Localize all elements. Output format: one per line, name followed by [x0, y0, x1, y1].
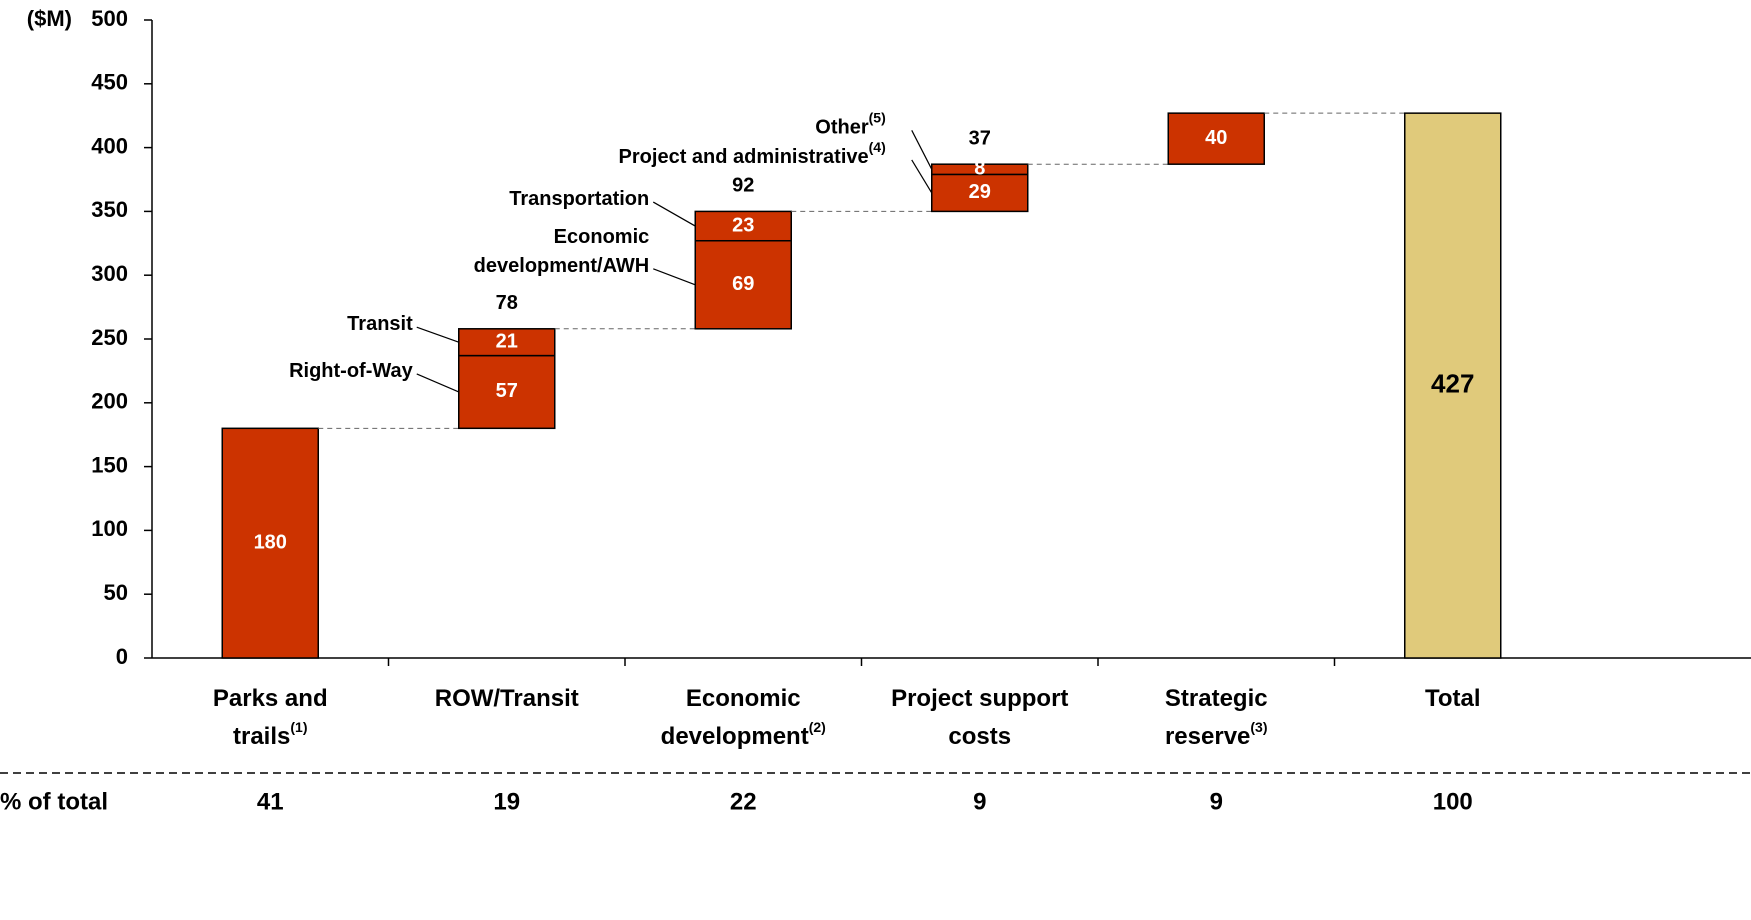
x-tick-label: costs — [948, 723, 1011, 750]
share-value: 41 — [257, 788, 284, 815]
segment-name-line: Other — [815, 117, 869, 139]
segment-name-line: Project and administrative — [619, 146, 869, 168]
segment-value: 69 — [732, 273, 754, 295]
x-tick-label: Total — [1425, 685, 1481, 712]
segment-value: 23 — [732, 214, 754, 236]
x-tick-label-line: costs — [948, 723, 1011, 750]
segment-name-line: Economic — [554, 226, 650, 248]
leader — [653, 268, 696, 286]
share-value: 100 — [1433, 788, 1473, 815]
segment-value: 40 — [1205, 127, 1227, 149]
y-tick-label: 100 — [91, 516, 128, 541]
x-tick-label-line: development — [661, 723, 809, 750]
x-tick-label-line: Economic — [686, 685, 801, 712]
bar-segment — [221, 427, 319, 659]
total-bar — [1404, 112, 1502, 659]
leader — [652, 201, 696, 227]
y-tick-label: 50 — [104, 580, 128, 605]
segment-value: 57 — [496, 380, 518, 402]
segment-value: 8 — [974, 158, 985, 180]
y-tick-label: 500 — [91, 6, 128, 31]
segment-name-line: Right-of-Way — [289, 360, 414, 382]
segment-name: Project and administrative(4) — [619, 139, 886, 169]
x-tick-label: Economic — [686, 685, 801, 712]
share-value: 9 — [1210, 788, 1223, 815]
y-tick-label: 200 — [91, 389, 128, 414]
step-total: 92 — [732, 175, 754, 197]
footnote: (4) — [869, 139, 886, 155]
x-tick-label: Project support — [891, 685, 1068, 712]
y-tick-label: 250 — [91, 325, 128, 350]
x-tick-label: trails(1) — [233, 719, 308, 751]
segment-value: 29 — [969, 181, 991, 203]
x-tick-label-line: Strategic — [1165, 685, 1268, 712]
leader — [416, 326, 459, 343]
footnote: (1) — [290, 719, 307, 735]
share-value: 9 — [973, 788, 986, 815]
segment-value: 180 — [254, 531, 287, 553]
y-tick-label: 150 — [91, 452, 128, 477]
y-tick-label: 300 — [91, 261, 128, 286]
x-tick-label: ROW/Transit — [435, 685, 579, 712]
x-tick-label-line: ROW/Transit — [435, 685, 579, 712]
step-total: 37 — [969, 127, 991, 149]
x-tick-label-line: reserve — [1165, 723, 1250, 750]
bar-segment — [1167, 112, 1265, 165]
footnote: (5) — [869, 109, 886, 125]
segment-name: Other(5) — [815, 109, 885, 139]
y-tick-label: 400 — [91, 133, 128, 158]
x-tick-label-line: Total — [1425, 685, 1481, 712]
share-value: 19 — [493, 788, 520, 815]
step-total: 78 — [496, 292, 518, 314]
leader — [911, 159, 933, 194]
segment-name: Transit — [347, 313, 413, 335]
share-label: % of total — [0, 788, 108, 815]
segment-name-line: development/AWH — [474, 255, 650, 277]
y-axis-label: ($M) — [27, 6, 72, 31]
segment-name: Transportation — [509, 188, 649, 210]
segment-name-line: Transportation — [509, 188, 649, 210]
segment-name-line: Transit — [347, 313, 413, 335]
segment-value: 427 — [1431, 368, 1474, 398]
y-tick-label: 350 — [91, 197, 128, 222]
x-tick-label: Parks and — [213, 685, 328, 712]
segment-value: 21 — [496, 330, 518, 352]
x-tick-label: reserve(3) — [1165, 719, 1268, 751]
share-value: 22 — [730, 788, 757, 815]
x-tick-label: development(2) — [661, 719, 826, 751]
x-tick-label-line: trails — [233, 723, 290, 750]
segment-name: development/AWH — [474, 255, 650, 277]
y-tick-label: 450 — [91, 70, 128, 95]
segment-name: Economic — [554, 226, 650, 248]
footnote: (2) — [809, 719, 826, 735]
segment-name: Right-of-Way — [289, 360, 414, 382]
bar-segment — [694, 210, 792, 242]
leader — [911, 130, 933, 170]
x-tick-label-line: Project support — [891, 685, 1068, 712]
leader — [416, 373, 459, 393]
footnote: (3) — [1250, 719, 1267, 735]
bar-segment — [458, 328, 556, 357]
x-tick-label-line: Parks and — [213, 685, 328, 712]
y-tick-label: 0 — [116, 644, 128, 669]
x-tick-label: Strategic — [1165, 685, 1268, 712]
